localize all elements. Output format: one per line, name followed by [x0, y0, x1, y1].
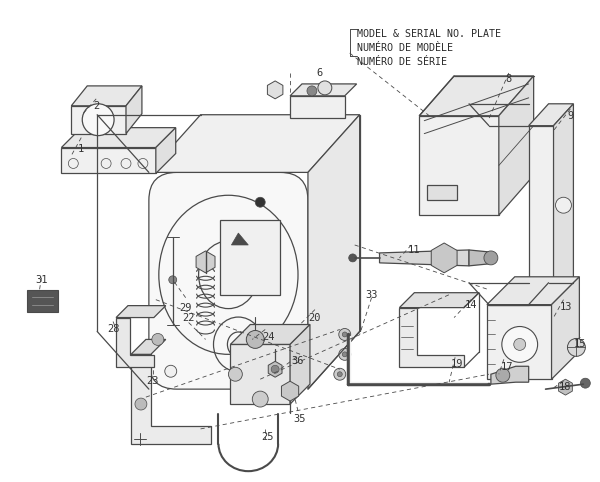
Circle shape	[580, 378, 590, 388]
Circle shape	[349, 254, 356, 262]
Text: 36: 36	[292, 356, 304, 366]
Polygon shape	[116, 306, 166, 318]
Text: 35: 35	[294, 414, 306, 424]
Text: 9: 9	[568, 111, 574, 120]
Text: 6: 6	[317, 68, 323, 78]
Polygon shape	[131, 354, 211, 444]
Circle shape	[337, 372, 342, 377]
Text: 20: 20	[308, 312, 321, 322]
Circle shape	[247, 331, 264, 348]
Bar	[26, 290, 58, 311]
Polygon shape	[230, 324, 310, 345]
Circle shape	[496, 368, 510, 382]
Text: 8: 8	[506, 74, 512, 84]
Circle shape	[169, 276, 177, 284]
Circle shape	[138, 159, 148, 168]
Polygon shape	[61, 147, 156, 174]
Circle shape	[255, 197, 265, 207]
Text: 24: 24	[262, 333, 274, 342]
Text: NUMÉRO DE MODÈLE: NUMÉRO DE MODÈLE	[356, 43, 452, 53]
FancyBboxPatch shape	[149, 173, 308, 389]
Circle shape	[152, 334, 164, 346]
Text: 31: 31	[35, 275, 48, 285]
Circle shape	[307, 86, 317, 96]
Polygon shape	[116, 318, 154, 367]
Polygon shape	[149, 115, 359, 173]
Polygon shape	[232, 233, 248, 245]
Text: MODEL & SERIAL NO. PLATE: MODEL & SERIAL NO. PLATE	[356, 29, 500, 39]
Circle shape	[342, 332, 347, 337]
Text: 18: 18	[559, 382, 572, 392]
Polygon shape	[529, 126, 554, 305]
Text: 11: 11	[408, 245, 421, 255]
Circle shape	[121, 159, 131, 168]
Circle shape	[229, 367, 242, 381]
Polygon shape	[71, 106, 126, 134]
Polygon shape	[308, 115, 359, 389]
Text: 29: 29	[179, 303, 192, 313]
Polygon shape	[469, 250, 489, 266]
Polygon shape	[491, 366, 529, 384]
Polygon shape	[419, 76, 533, 116]
Circle shape	[334, 368, 346, 380]
Polygon shape	[380, 250, 469, 266]
Circle shape	[101, 159, 111, 168]
Text: NUMÉRO DE SÉRIE: NUMÉRO DE SÉRIE	[356, 57, 446, 67]
Text: 28: 28	[107, 324, 119, 335]
Polygon shape	[554, 104, 574, 305]
Circle shape	[271, 365, 279, 373]
Text: 33: 33	[365, 290, 378, 300]
Circle shape	[280, 365, 292, 377]
Text: 23: 23	[146, 376, 159, 386]
Polygon shape	[419, 116, 499, 215]
Text: 17: 17	[500, 362, 513, 372]
Circle shape	[135, 398, 147, 410]
Polygon shape	[71, 86, 142, 106]
Circle shape	[342, 352, 347, 357]
Circle shape	[568, 338, 586, 356]
Polygon shape	[400, 293, 479, 308]
Polygon shape	[61, 128, 176, 147]
Text: 13: 13	[560, 302, 573, 312]
Polygon shape	[499, 76, 533, 215]
Circle shape	[68, 159, 78, 168]
Text: 25: 25	[261, 432, 274, 442]
Circle shape	[514, 338, 526, 350]
Circle shape	[502, 326, 538, 362]
Text: 14: 14	[465, 300, 477, 309]
Polygon shape	[551, 277, 580, 379]
Polygon shape	[487, 305, 551, 379]
Polygon shape	[131, 339, 166, 354]
Circle shape	[252, 391, 268, 407]
Polygon shape	[220, 220, 280, 295]
Polygon shape	[427, 185, 457, 200]
Polygon shape	[230, 345, 290, 404]
Circle shape	[339, 348, 351, 361]
Text: 2: 2	[93, 101, 100, 111]
Polygon shape	[487, 277, 580, 305]
Circle shape	[556, 197, 571, 213]
Circle shape	[165, 365, 177, 377]
Text: 15: 15	[574, 339, 587, 349]
Polygon shape	[126, 86, 142, 134]
Polygon shape	[290, 324, 310, 404]
Text: 19: 19	[451, 359, 463, 369]
Circle shape	[318, 81, 332, 95]
Polygon shape	[529, 104, 574, 126]
Polygon shape	[156, 128, 176, 174]
Polygon shape	[290, 84, 356, 96]
Text: 1: 1	[78, 144, 85, 154]
Text: 22: 22	[182, 312, 195, 322]
Circle shape	[339, 329, 351, 340]
Circle shape	[484, 251, 498, 265]
Polygon shape	[400, 308, 464, 367]
Polygon shape	[290, 96, 345, 118]
Circle shape	[82, 104, 114, 135]
